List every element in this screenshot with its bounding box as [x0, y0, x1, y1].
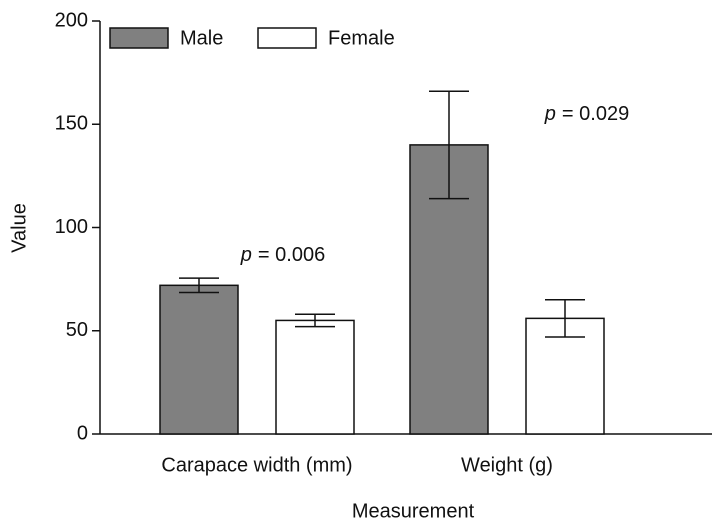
x-tick-label: Weight (g) — [461, 454, 553, 476]
y-axis-label: Value — [8, 203, 30, 253]
y-tick-label: 100 — [55, 216, 88, 238]
y-tick-label: 150 — [55, 113, 88, 135]
y-tick-label: 0 — [77, 422, 88, 444]
legend-label: Female — [328, 27, 395, 49]
legend-label: Male — [180, 27, 223, 49]
annotation-text: = 0.006 — [258, 244, 325, 266]
annotation-text: = 0.029 — [562, 103, 629, 125]
y-tick-label: 200 — [55, 9, 88, 31]
legend-swatch — [257, 27, 317, 49]
annotation: p = 0.006 — [240, 244, 325, 266]
bar — [159, 284, 239, 435]
annotation: p = 0.029 — [544, 103, 629, 125]
x-tick-label: Carapace width (mm) — [161, 454, 352, 476]
annotation-symbol: p — [544, 103, 556, 125]
legend-swatch — [109, 27, 169, 49]
annotation-symbol: p — [240, 244, 252, 266]
y-tick-label: 50 — [66, 319, 88, 341]
bar — [275, 319, 355, 435]
x-axis-label: Measurement — [352, 500, 475, 522]
